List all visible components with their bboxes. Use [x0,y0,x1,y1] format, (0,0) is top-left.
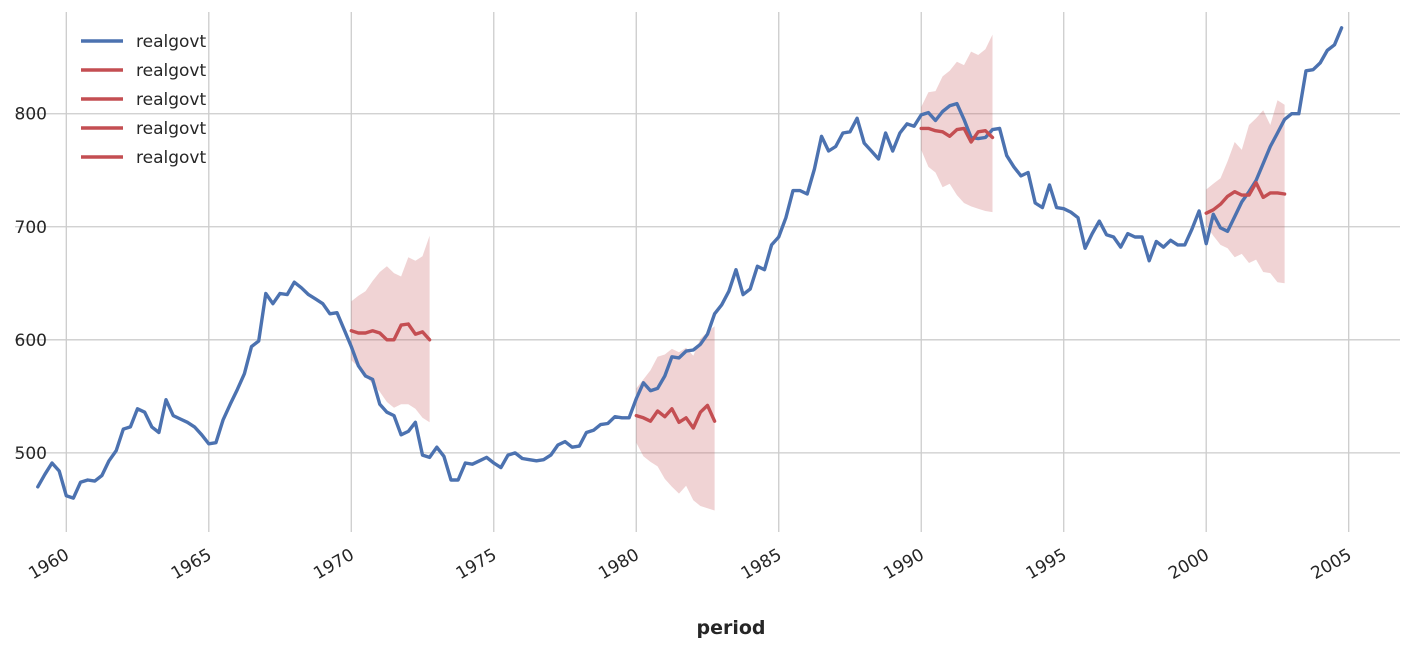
y-tick-label: 800 [15,105,47,125]
series-lines [36,26,1344,500]
confidence-bands [351,34,1285,511]
legend-label: realgovt [136,61,206,81]
x-tick-label: 1990 [880,545,927,584]
gridlines [15,12,1400,532]
x-tick-label: 1995 [1023,545,1070,584]
forecast-series-line-1 [349,322,432,342]
y-tick-label: 600 [15,331,47,351]
y-tick-label: 700 [15,218,47,238]
forecast-series-line-4 [1204,180,1287,215]
legend-label: realgovt [136,119,206,139]
legend-label: realgovt [136,148,206,168]
y-tick-label: 500 [15,444,47,464]
legend-label: realgovt [136,32,206,52]
x-tick-label: 1965 [168,545,215,584]
actual-series-line [36,26,1344,500]
x-tick-label: 1960 [25,545,72,584]
x-tick-label: 2000 [1165,545,1212,584]
x-tick-label: 1975 [453,545,500,584]
forecast-series-line-2 [634,403,717,430]
forecast-band-3 [921,34,993,213]
x-axis-title: period [696,617,765,639]
y-tick-labels: 500 600 700 800 [15,105,47,464]
legend-label: realgovt [136,90,206,110]
forecast-series-line-3 [919,126,995,144]
x-tick-label: 2005 [1308,545,1355,584]
forecast-band-1 [351,235,430,423]
forecast-band-4 [1206,100,1285,284]
legend: realgovt realgovt realgovt realgovt realgovt [81,32,206,168]
x-tick-label: 1970 [310,545,357,584]
x-tick-label: 1985 [738,545,785,584]
x-tick-labels: 1960 1965 1970 1975 1980 1985 1990 1995 2000 2005 [25,545,1355,584]
x-tick-label: 1980 [595,545,642,584]
